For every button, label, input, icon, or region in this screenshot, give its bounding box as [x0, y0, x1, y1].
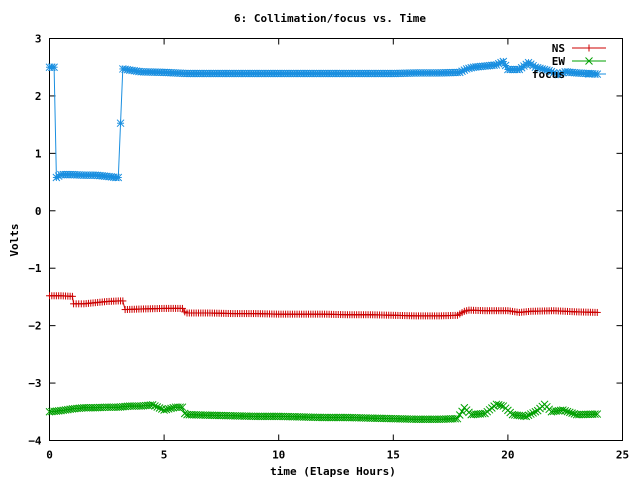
legend-label-NS: NS	[552, 42, 565, 55]
data-point-focus	[114, 173, 123, 182]
data-point-NS	[593, 308, 601, 316]
y-tick-label: −2	[28, 320, 41, 333]
x-tick-label: 20	[501, 449, 514, 462]
data-point-EW	[146, 401, 155, 409]
data-point-EW	[180, 409, 189, 418]
series-layer	[45, 57, 602, 424]
data-point-EW	[162, 405, 171, 414]
chart-title: 6: Collimation/focus vs. Time	[234, 12, 426, 25]
data-point-EW	[561, 406, 570, 415]
x-tick-label: 5	[161, 449, 168, 462]
data-point-EW	[167, 404, 175, 413]
data-point-EW	[565, 408, 574, 417]
data-point-EW	[526, 410, 535, 418]
series-focus	[45, 57, 602, 182]
legend-marker-focus	[585, 70, 593, 78]
data-point-focus	[50, 63, 58, 72]
data-point-focus	[116, 119, 125, 128]
legend-marker-EW	[585, 57, 593, 65]
x-tick-label: 15	[387, 449, 400, 462]
data-point-EW	[497, 401, 505, 410]
data-point-EW	[494, 401, 503, 409]
x-axis-label: time (Elapse Hours)	[270, 465, 396, 478]
data-point-EW	[531, 407, 540, 416]
legend-marker-NS	[585, 44, 593, 52]
data-point-EW	[529, 409, 537, 417]
data-point-EW	[148, 401, 157, 409]
data-point-EW	[492, 400, 501, 409]
y-axis-label: Volts	[8, 223, 21, 256]
data-point-EW	[164, 405, 173, 413]
data-point-EW	[593, 410, 602, 418]
series-NS	[46, 292, 601, 320]
x-tick-label: 0	[46, 449, 53, 462]
data-point-EW	[522, 412, 531, 421]
x-tick-label: 10	[272, 449, 285, 462]
y-tick-label: 3	[35, 33, 42, 46]
data-point-EW	[563, 407, 572, 416]
data-point-EW	[151, 402, 159, 410]
plot-frame	[49, 38, 623, 441]
legend-label-EW: EW	[552, 55, 566, 68]
data-point-EW	[591, 410, 599, 419]
data-point-EW	[458, 407, 466, 416]
y-tick-label: 2	[35, 90, 42, 103]
data-point-EW	[453, 414, 462, 423]
axis-ticks: 0 5 10 15 20 25 −4 −3 −2 −1 0 1 2 3	[28, 33, 629, 462]
y-tick-label: 1	[35, 147, 42, 160]
y-tick-label: 0	[35, 205, 42, 218]
x-tick-label: 25	[616, 449, 629, 462]
data-point-EW	[478, 409, 487, 418]
data-point-EW	[155, 404, 164, 412]
y-tick-label: −4	[28, 435, 42, 448]
data-point-NS	[119, 297, 127, 305]
data-point-EW	[160, 406, 168, 414]
data-point-EW	[176, 403, 184, 412]
data-point-EW	[559, 406, 567, 414]
series-EW	[45, 400, 602, 424]
data-point-NS	[68, 292, 76, 300]
data-point-EW	[524, 411, 533, 420]
legend-label-focus: focus	[532, 68, 565, 81]
data-point-EW	[568, 409, 576, 417]
series-line-focus	[49, 60, 598, 179]
data-point-EW	[178, 403, 187, 412]
data-point-EW	[451, 414, 460, 423]
y-tick-label: −1	[28, 262, 42, 275]
y-tick-label: −3	[28, 377, 41, 390]
data-point-EW	[520, 412, 528, 420]
data-point-EW	[455, 411, 464, 419]
data-point-EW	[153, 403, 162, 411]
